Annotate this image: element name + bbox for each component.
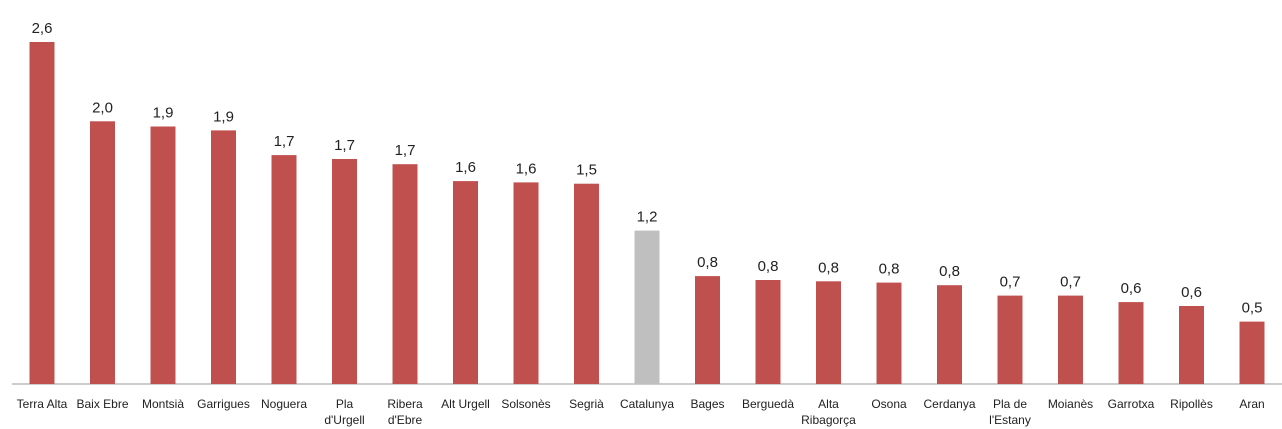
category-label-19: Ripollès — [1170, 397, 1213, 411]
bars — [29, 42, 1265, 385]
category-label-10: Catalunya — [620, 397, 674, 411]
bar-2 — [150, 126, 176, 384]
category-label-9: Segrià — [569, 397, 604, 411]
value-label-8: 1,6 — [516, 160, 537, 177]
value-label-19: 0,6 — [1181, 284, 1202, 301]
bar-20 — [1239, 321, 1265, 384]
value-label-17: 0,7 — [1060, 274, 1081, 291]
value-label-10: 1,2 — [637, 209, 658, 226]
category-label-20: Aran — [1239, 397, 1264, 411]
bar-7 — [453, 181, 478, 384]
bar-12 — [755, 280, 781, 384]
bar-5 — [332, 159, 357, 384]
bar-15 — [937, 285, 962, 384]
bar-18 — [1118, 302, 1144, 384]
category-label-0: Terra Alta — [17, 397, 68, 411]
bar-19 — [1179, 306, 1204, 384]
bar-9 — [574, 183, 599, 384]
category-label-6: Ribera d'Ebre — [387, 397, 423, 427]
bar-4 — [271, 155, 297, 384]
category-label-8: Solsonès — [501, 397, 550, 411]
value-label-6: 1,7 — [395, 142, 416, 159]
category-label-3: Garrigues — [197, 397, 250, 411]
category-label-7: Alt Urgell — [441, 397, 490, 411]
category-label-12: Berguedà — [742, 397, 794, 411]
category-label-17: Moianès — [1048, 397, 1093, 411]
category-label-14: Osona — [871, 397, 907, 411]
value-label-14: 0,8 — [879, 261, 900, 278]
value-label-11: 0,8 — [697, 254, 718, 271]
value-label-20: 0,5 — [1242, 300, 1263, 317]
bar-1 — [90, 121, 115, 385]
category-label-11: Bages — [690, 397, 724, 411]
category-label-13: Alta Ribagorça — [801, 397, 856, 427]
bar-6 — [392, 164, 418, 384]
bar-10 — [634, 230, 660, 384]
category-label-15: Cerdanya — [923, 397, 975, 411]
bar-17 — [1058, 295, 1083, 384]
category-label-16: Pla de l'Estany — [989, 397, 1031, 427]
value-label-18: 0,6 — [1121, 280, 1142, 297]
category-label-1: Baix Ebre — [76, 397, 128, 411]
category-label-2: Montsià — [142, 397, 184, 411]
value-label-2: 1,9 — [153, 105, 174, 122]
value-label-4: 1,7 — [274, 133, 295, 150]
value-labels: 2,6 2,0 1,9 1,9 1,7 1,7 1,7 1,6 1,6 1,5 1,2 0,8 0,8 0… — [32, 20, 1263, 317]
value-label-0: 2,6 — [32, 20, 53, 37]
value-label-9: 1,5 — [576, 162, 597, 179]
value-label-13: 0,8 — [818, 259, 839, 276]
bar-8 — [513, 182, 539, 384]
value-label-15: 0,8 — [939, 263, 960, 280]
bar-0 — [29, 42, 55, 384]
value-label-5: 1,7 — [334, 137, 355, 154]
bar-13 — [816, 281, 841, 384]
bar-3 — [211, 130, 236, 384]
bar-16 — [997, 295, 1023, 384]
category-label-4: Noguera — [261, 397, 307, 411]
category-label-5: Pla d'Urgell — [324, 397, 364, 427]
value-label-3: 1,9 — [213, 108, 234, 125]
value-label-7: 1,6 — [455, 159, 476, 176]
value-label-16: 0,7 — [1000, 274, 1021, 291]
category-labels: Terra Alta Baix Ebre Montsià Garrigues Nogue… — [17, 397, 1265, 427]
bar-11 — [695, 276, 720, 384]
category-label-18: Garrotxa — [1108, 397, 1155, 411]
bar-14 — [876, 282, 902, 384]
value-label-1: 2,0 — [92, 99, 113, 116]
value-label-12: 0,8 — [758, 258, 779, 275]
